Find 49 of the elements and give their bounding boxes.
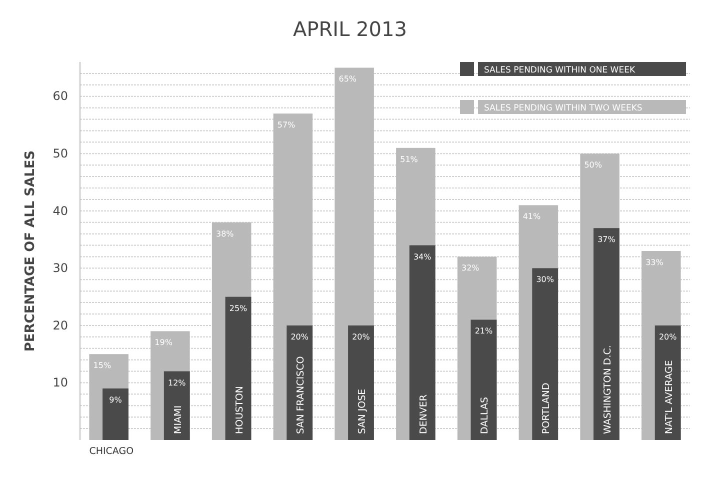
data-label: 25% (229, 304, 248, 313)
x-tick-label: PORTLAND (541, 382, 552, 434)
data-label: 34% (413, 252, 432, 262)
data-label: 15% (93, 361, 112, 370)
x-tick-label: SAN FRANCISCO (296, 356, 307, 434)
data-label: 41% (522, 212, 542, 222)
y-tick-label: 10 (52, 376, 68, 390)
x-tick-label: DENVER (418, 394, 430, 434)
y-tick-label: 20 (52, 318, 68, 332)
bar (594, 228, 620, 440)
data-label: 38% (216, 229, 234, 238)
bar (654, 325, 681, 440)
legend-label: SALES PENDING WITHIN ONE WEEK (484, 66, 636, 76)
y-tick-label: 30 (52, 261, 68, 276)
chart-title: APRIL 2013 (293, 17, 407, 41)
bar (532, 268, 558, 440)
x-tick-label: WASHINGTON D.C. (602, 345, 614, 434)
data-label: 57% (277, 120, 296, 130)
x-tick-label: HOUSTON (234, 386, 246, 434)
bar (225, 296, 252, 440)
data-label: 9% (109, 395, 122, 404)
data-label: 20% (658, 332, 678, 342)
x-tick-label: SAN JOSE (356, 388, 368, 434)
data-label: 33% (646, 258, 664, 267)
y-tick-label: 40 (52, 204, 68, 218)
x-tick-label: DALLAS (480, 397, 491, 434)
data-label: 21% (474, 326, 494, 336)
data-label: 30% (536, 275, 554, 284)
data-label: 50% (584, 160, 602, 170)
data-label: 51% (400, 154, 418, 164)
bar (348, 325, 374, 440)
data-label: 32% (461, 264, 480, 273)
x-tick-label: MIAMI (172, 406, 184, 434)
data-label: 19% (154, 338, 173, 348)
bar (164, 371, 190, 440)
y-tick-label: 50 (52, 146, 68, 160)
y-axis-title: PERCENTAGE OF ALL SALES (23, 150, 38, 352)
x-tick-label: NAT'L AVERAGE (664, 360, 675, 434)
y-tick-label: 60 (52, 89, 68, 104)
data-label: 20% (352, 332, 370, 342)
legend-label: SALES PENDING WITHIN TWO WEEKS (484, 104, 642, 114)
bar (102, 388, 128, 440)
bar (409, 245, 436, 440)
data-label: 37% (598, 235, 616, 244)
x-tick-label: CHICAGO (89, 446, 134, 457)
data-label: 65% (338, 74, 357, 84)
bar (470, 320, 497, 440)
data-label: 20% (290, 332, 309, 342)
data-label: 12% (168, 378, 186, 388)
